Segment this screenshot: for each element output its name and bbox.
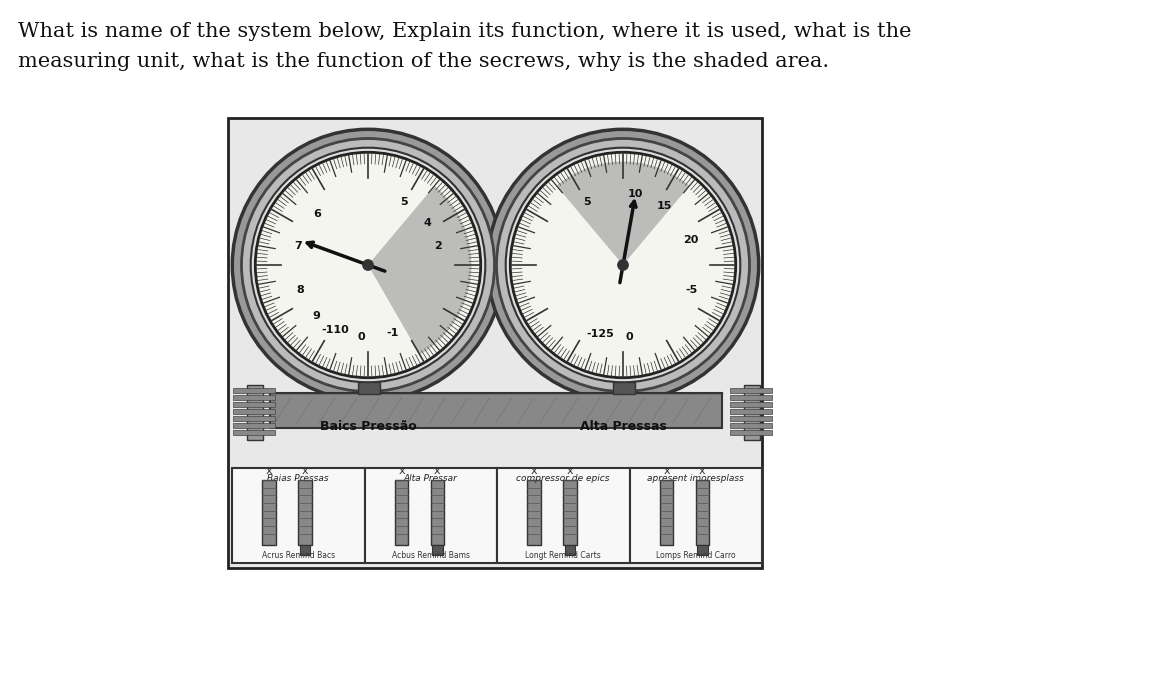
Text: 8: 8 <box>296 285 304 294</box>
Text: 10: 10 <box>628 189 644 199</box>
Text: x: x <box>531 466 537 476</box>
Text: x: x <box>398 466 405 476</box>
FancyBboxPatch shape <box>394 480 408 545</box>
FancyBboxPatch shape <box>270 393 722 428</box>
Text: 5: 5 <box>400 197 408 207</box>
FancyBboxPatch shape <box>730 430 773 435</box>
Text: 7: 7 <box>295 241 302 251</box>
Circle shape <box>363 260 374 270</box>
Text: Baics Pressão: Baics Pressão <box>320 420 416 433</box>
FancyBboxPatch shape <box>262 480 276 545</box>
FancyBboxPatch shape <box>233 395 275 400</box>
Text: measuring unit, what is the function of the secrews, why is the shaded area.: measuring unit, what is the function of … <box>19 52 829 71</box>
Text: 9: 9 <box>313 311 320 321</box>
Text: What is name of the system below, Explain its function, where it is used, what i: What is name of the system below, Explai… <box>19 22 912 41</box>
FancyBboxPatch shape <box>233 416 275 421</box>
Text: compressor de epics: compressor de epics <box>516 474 610 483</box>
Wedge shape <box>557 162 689 265</box>
FancyBboxPatch shape <box>233 409 275 414</box>
FancyBboxPatch shape <box>612 382 635 394</box>
Text: x: x <box>664 466 670 476</box>
FancyBboxPatch shape <box>660 480 673 545</box>
FancyBboxPatch shape <box>430 480 444 545</box>
Text: Acbus Remind Bams: Acbus Remind Bams <box>392 551 470 560</box>
Text: 0: 0 <box>625 332 633 342</box>
FancyBboxPatch shape <box>730 395 773 400</box>
FancyBboxPatch shape <box>697 545 708 555</box>
FancyBboxPatch shape <box>730 402 773 407</box>
FancyBboxPatch shape <box>496 468 630 563</box>
Circle shape <box>506 148 740 383</box>
FancyBboxPatch shape <box>730 423 773 428</box>
Text: 2: 2 <box>434 241 442 251</box>
Circle shape <box>618 260 629 270</box>
FancyBboxPatch shape <box>730 409 773 414</box>
FancyBboxPatch shape <box>564 480 577 545</box>
Circle shape <box>232 129 503 400</box>
Text: apresent imoresplass: apresent imoresplass <box>647 474 745 483</box>
Text: x: x <box>434 466 441 476</box>
FancyBboxPatch shape <box>233 430 275 435</box>
Text: 15: 15 <box>657 201 673 211</box>
Text: x: x <box>266 466 273 476</box>
Text: 4: 4 <box>423 219 432 228</box>
FancyBboxPatch shape <box>299 545 310 555</box>
Circle shape <box>251 148 485 383</box>
Circle shape <box>241 138 494 391</box>
Text: Alta Pressar: Alta Pressar <box>404 474 458 483</box>
FancyBboxPatch shape <box>232 468 364 563</box>
FancyBboxPatch shape <box>233 388 275 393</box>
Text: Longt Remind Carts: Longt Remind Carts <box>525 551 601 560</box>
Text: 20: 20 <box>683 235 698 245</box>
Text: Baias Pressas: Baias Pressas <box>268 474 329 483</box>
Text: Lomps Remind Carro: Lomps Remind Carro <box>655 551 735 560</box>
Text: 5: 5 <box>583 197 590 207</box>
Text: -125: -125 <box>587 329 615 339</box>
Text: Alta Pressas: Alta Pressas <box>580 420 667 433</box>
FancyBboxPatch shape <box>744 385 760 440</box>
Circle shape <box>487 129 759 400</box>
FancyBboxPatch shape <box>528 480 541 545</box>
FancyBboxPatch shape <box>233 402 275 407</box>
Text: 6: 6 <box>313 208 320 219</box>
Circle shape <box>496 138 749 391</box>
FancyBboxPatch shape <box>247 385 263 440</box>
FancyBboxPatch shape <box>298 480 312 545</box>
FancyBboxPatch shape <box>730 416 773 421</box>
FancyBboxPatch shape <box>358 382 380 394</box>
Circle shape <box>255 152 480 378</box>
Text: -1: -1 <box>386 328 399 338</box>
FancyBboxPatch shape <box>630 468 762 563</box>
FancyBboxPatch shape <box>730 388 773 393</box>
FancyBboxPatch shape <box>233 423 275 428</box>
Text: -110: -110 <box>321 325 349 334</box>
FancyBboxPatch shape <box>364 468 496 563</box>
Circle shape <box>510 152 735 378</box>
Text: 0: 0 <box>358 332 365 342</box>
Text: -5: -5 <box>684 285 697 294</box>
FancyBboxPatch shape <box>565 545 575 555</box>
FancyBboxPatch shape <box>432 545 443 555</box>
Wedge shape <box>368 186 471 354</box>
FancyBboxPatch shape <box>229 118 762 568</box>
Text: x: x <box>302 466 309 476</box>
Text: x: x <box>566 466 573 476</box>
Text: Acrus Remind Bacs: Acrus Remind Bacs <box>262 551 335 560</box>
FancyBboxPatch shape <box>696 480 709 545</box>
Text: x: x <box>699 466 705 476</box>
